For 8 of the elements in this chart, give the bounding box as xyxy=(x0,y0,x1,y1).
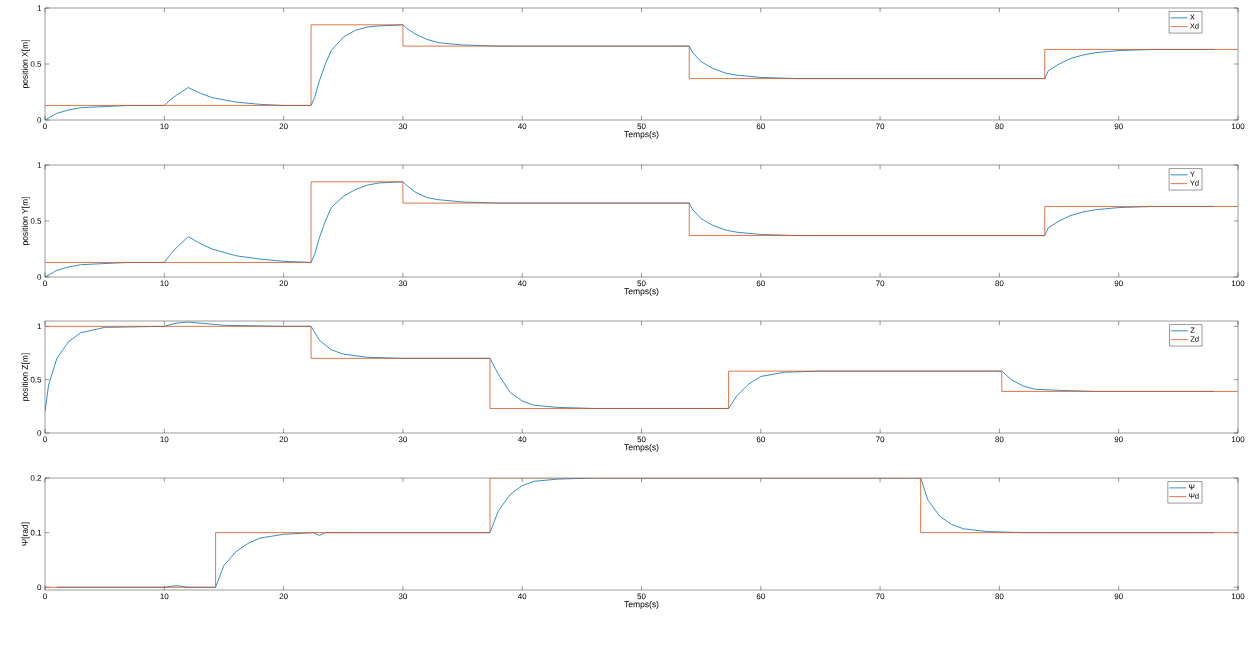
y-axis-title: position Y[m] xyxy=(21,197,30,245)
x-axis-title: Temps(s) xyxy=(624,444,659,452)
x-axis-title: Temps(s) xyxy=(624,288,659,296)
y-axis-title: position X[m] xyxy=(21,40,30,88)
x-axis-title: Temps(s) xyxy=(624,601,659,609)
y-axis-title: position Z[m] xyxy=(21,353,30,401)
y-axis-title: Ψ[rad] xyxy=(21,522,30,546)
x-axis-title: Temps(s) xyxy=(624,131,659,139)
